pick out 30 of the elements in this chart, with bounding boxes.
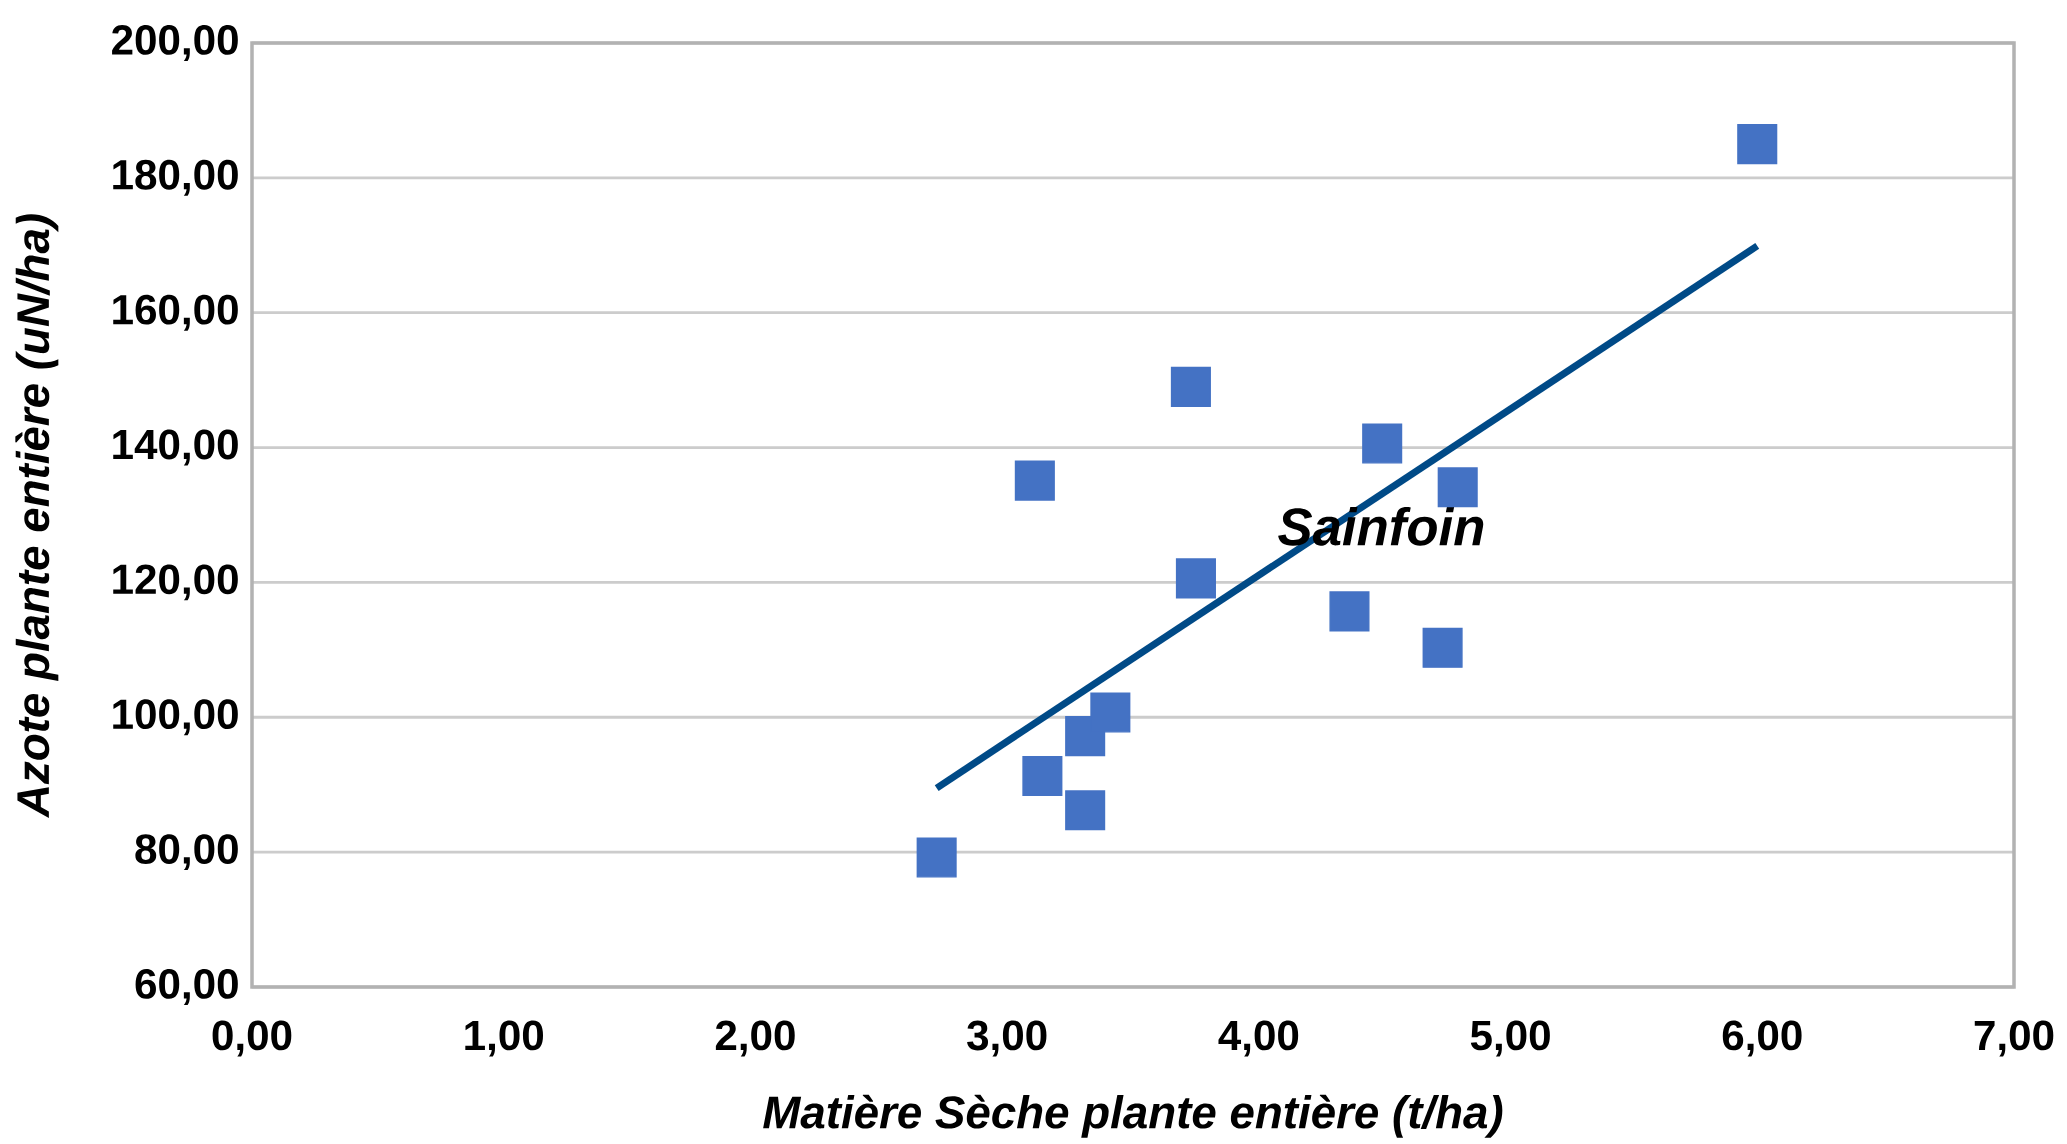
point	[1362, 423, 1403, 464]
y-axis-title: Azote plante entière (uN/ha)	[15, 214, 59, 819]
x-tick-label: 1,00	[465, 1020, 544, 1057]
y-tick-label: 200,00	[112, 25, 238, 61]
y-tick-label: 120,00	[113, 564, 238, 601]
x-tick-label: 7,00	[1974, 1020, 2054, 1057]
point	[1737, 124, 1778, 165]
point	[1175, 558, 1216, 599]
point	[1422, 627, 1463, 668]
point	[1329, 591, 1370, 632]
x-tick-label: 6,00	[1722, 1020, 1802, 1057]
x-axis-title: Matière Sèche plante entière (t/ha)	[763, 1094, 1503, 1138]
y-tick-label: 180,00	[113, 159, 238, 196]
x-tick-label: 5,00	[1470, 1020, 1550, 1057]
y-tick-label: 80,00	[135, 834, 238, 871]
point	[1090, 692, 1131, 733]
x-tick-label: 2,00	[715, 1020, 795, 1057]
point	[1437, 467, 1478, 508]
y-tick-label: 140,00	[113, 429, 238, 466]
x-tick-label: 4,00	[1218, 1020, 1299, 1057]
point	[916, 837, 957, 878]
y-tick-label: 60,00	[135, 969, 238, 1005]
point	[1065, 790, 1106, 831]
point	[1170, 366, 1211, 407]
y-tick-label: 160,00	[113, 294, 238, 331]
x-tick-label: 3,00	[967, 1020, 1047, 1057]
point	[1014, 460, 1055, 501]
y-tick-label: 100,00	[113, 699, 238, 736]
x-tick-label: 0,00	[212, 1020, 292, 1057]
point	[1022, 755, 1063, 796]
